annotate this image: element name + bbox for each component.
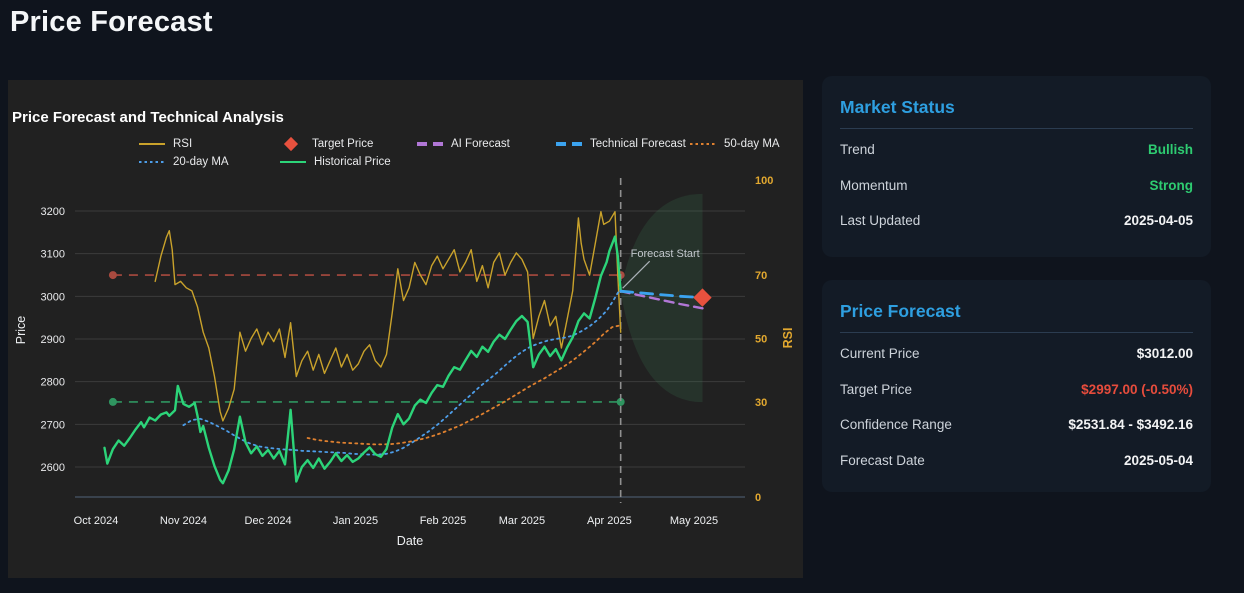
- price-tick-label: 2900: [41, 334, 65, 346]
- divider: [840, 128, 1193, 129]
- x-tick-label: May 2025: [670, 515, 718, 527]
- divider: [840, 332, 1193, 333]
- legend-label: Target Price: [312, 138, 374, 150]
- diamond-swatch-icon: [278, 136, 304, 152]
- forecast-chart: Forecast Start 3200 3100 3000 2900 2800 2700 26…: [14, 175, 795, 548]
- series-historical-price: [103, 235, 622, 485]
- dot-swatch-icon: [690, 137, 716, 151]
- legend-label: Historical Price: [314, 156, 391, 168]
- legend-item-50-day-ma: 50-day MA: [690, 137, 780, 151]
- forecast-start-annotation: Forecast Start: [631, 248, 700, 260]
- line-swatch-icon: [280, 155, 306, 169]
- legend-item-rsi: RSI: [139, 137, 192, 151]
- row-value: $2531.84 - $3492.16: [1068, 417, 1193, 433]
- x-tick-label: Apr 2025: [587, 515, 632, 527]
- price-tick-label: 3200: [41, 206, 65, 218]
- row-label: Forecast Date: [840, 452, 925, 468]
- x-tick-label: Jan 2025: [333, 515, 378, 527]
- row-label: Momentum: [840, 177, 908, 193]
- market-status-row-trend: Trend Bullish: [840, 132, 1193, 168]
- confidence-cone: [620, 193, 703, 403]
- price-tick-label: 3100: [41, 249, 65, 261]
- legend-label: Technical Forecast: [590, 138, 686, 150]
- x-axis-title: Date: [397, 534, 423, 548]
- x-tick-label: Oct 2024: [74, 515, 119, 527]
- row-label: Last Updated: [840, 213, 921, 229]
- legend-label: RSI: [173, 138, 193, 150]
- price-tick-label: 2600: [41, 462, 65, 474]
- price-forecast-row-target-price: Target Price $2997.00 (-0.50%): [840, 372, 1193, 408]
- forecast-start-leader: [622, 260, 651, 289]
- legend-label: 20-day MA: [173, 156, 229, 168]
- row-value: 2025-04-05: [1123, 213, 1193, 229]
- rsi-tick-label: 70: [755, 270, 767, 282]
- price-tick-label: 3000: [41, 291, 65, 303]
- series-50-day-ma: [306, 324, 622, 446]
- legend-item-20-day-ma: 20-day MA: [139, 155, 229, 169]
- chart-title: Price Forecast and Technical Analysis: [12, 109, 284, 126]
- x-tick-label: Feb 2025: [420, 515, 466, 527]
- row-value: Strong: [1149, 177, 1194, 193]
- row-value: 2025-05-04: [1123, 452, 1193, 468]
- series-technical-forecast: [619, 289, 704, 300]
- market-status-row-momentum: Momentum Strong: [840, 168, 1193, 204]
- rsi-tick-label: 100: [755, 175, 773, 187]
- price-tick-label: 2800: [41, 377, 65, 389]
- chart-panel: Forecast Start 3200 3100 3000 2900 2800 2700 26…: [8, 80, 803, 578]
- price-forecast-row-forecast-date: Forecast Date 2025-05-04: [840, 443, 1193, 479]
- series-20-day-ma: [182, 286, 622, 456]
- rsi-tick-label: 50: [755, 334, 767, 346]
- rsi-tick-label: 0: [755, 492, 761, 504]
- price-forecast-title: Price Forecast: [840, 301, 961, 321]
- dot-swatch-icon: [139, 155, 165, 169]
- legend-item-ai-forecast: AI Forecast: [417, 137, 510, 151]
- rsi-overbought-dot: [108, 271, 117, 280]
- market-status-card: Market Status Trend Bullish Momentum Str…: [822, 76, 1211, 257]
- price-forecast-row-current-price: Current Price $3012.00: [840, 336, 1193, 372]
- y-axis-title-rsi: RSI: [781, 328, 795, 349]
- dash-swatch-icon: [417, 137, 443, 151]
- series-ai-forecast: [619, 289, 704, 310]
- page-title: Price Forecast: [10, 6, 213, 38]
- legend-item-target-price: Target Price: [278, 136, 374, 152]
- row-label: Confidence Range: [840, 417, 952, 433]
- row-value: Bullish: [1147, 142, 1193, 158]
- price-tick-label: 2700: [41, 419, 65, 431]
- legend-label: AI Forecast: [451, 138, 510, 150]
- row-value: $2997.00 (-0.50%): [1081, 381, 1193, 397]
- line-swatch-icon: [139, 137, 165, 151]
- rsi-oversold-dot: [108, 397, 117, 406]
- legend-item-technical-forecast: Technical Forecast: [556, 137, 686, 151]
- row-label: Target Price: [840, 381, 913, 397]
- market-status-row-last-updated: Last Updated 2025-04-05: [840, 203, 1193, 239]
- rsi-oversold-dot: [616, 397, 625, 406]
- x-tick-label: Nov 2024: [160, 515, 207, 527]
- target-price-diamond: [693, 288, 712, 307]
- y-axis-title-price: Price: [14, 316, 28, 345]
- legend-label: 50-day MA: [724, 138, 780, 150]
- series-rsi: [154, 210, 622, 422]
- dash-swatch-icon: [556, 137, 582, 151]
- row-label: Trend: [840, 142, 875, 158]
- price-forecast-card: Price Forecast Current Price $3012.00 Ta…: [822, 280, 1211, 492]
- market-status-title: Market Status: [840, 97, 955, 117]
- legend-item-historical-price: Historical Price: [280, 155, 391, 169]
- rsi-tick-label: 30: [755, 397, 767, 409]
- row-label: Current Price: [840, 346, 920, 362]
- price-forecast-row-confidence-range: Confidence Range $2531.84 - $3492.16: [840, 407, 1193, 443]
- row-value: $3012.00: [1136, 346, 1193, 362]
- x-tick-label: Mar 2025: [499, 515, 545, 527]
- x-tick-label: Dec 2024: [245, 515, 292, 527]
